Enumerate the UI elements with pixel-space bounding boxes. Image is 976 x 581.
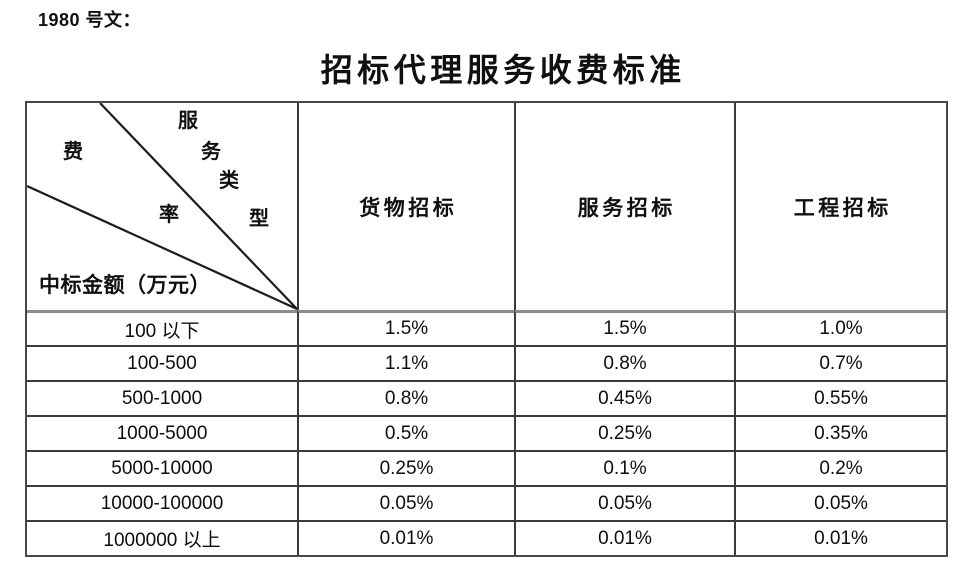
corner-amount-label: 中标金额（万元） [39, 273, 211, 297]
row-label: 1000-5000 [27, 415, 297, 450]
fee-value: 0.05% [297, 485, 514, 520]
fee-value: 0.01% [734, 520, 946, 555]
column-header-engineering: 工程招标 [734, 103, 946, 310]
fee-value: 1.5% [514, 310, 734, 345]
fee-value: 0.5% [297, 415, 514, 450]
fee-value: 1.0% [734, 310, 946, 345]
row-label: 100 以下 [27, 310, 297, 345]
row-label: 1000000 以上 [27, 520, 297, 555]
corner-service-type-char: 服 [178, 110, 198, 132]
page-title: 招标代理服务收费标准 [320, 52, 686, 88]
fee-value: 0.55% [734, 380, 946, 415]
corner-header-cell: 服 务 类 型 费 率 中标金额（万元） [27, 103, 297, 310]
fee-value: 0.1% [514, 450, 734, 485]
fee-standard-table: 服 务 类 型 费 率 中标金额（万元） 货物招标 服务招标 工程招标 100 … [25, 101, 948, 557]
column-header-services: 服务招标 [514, 103, 734, 310]
corner-fee-rate-char: 费 [63, 141, 83, 163]
corner-service-type-char: 务 [201, 141, 221, 163]
fee-value: 0.01% [514, 520, 734, 555]
row-label: 500-1000 [27, 380, 297, 415]
fee-value: 0.35% [734, 415, 946, 450]
fee-value: 0.25% [514, 415, 734, 450]
fee-value: 0.8% [297, 380, 514, 415]
fee-value: 1.5% [297, 310, 514, 345]
column-header-goods: 货物招标 [297, 103, 514, 310]
fee-value: 1.1% [297, 345, 514, 380]
row-label: 100-500 [27, 345, 297, 380]
diagonal-divider-lines [27, 103, 297, 310]
fee-value: 0.05% [734, 485, 946, 520]
fee-value: 0.05% [514, 485, 734, 520]
row-label: 10000-100000 [27, 485, 297, 520]
fee-value: 0.01% [297, 520, 514, 555]
fee-value: 0.8% [514, 345, 734, 380]
fee-value: 0.45% [514, 380, 734, 415]
corner-fee-rate-char: 率 [159, 204, 179, 226]
fee-value: 0.7% [734, 345, 946, 380]
fee-value: 0.2% [734, 450, 946, 485]
corner-service-type-char: 类 [219, 170, 239, 192]
row-label: 5000-10000 [27, 450, 297, 485]
doc-reference-label: 1980 号文： [38, 10, 142, 30]
corner-service-type-char: 型 [249, 208, 269, 230]
fee-value: 0.25% [297, 450, 514, 485]
